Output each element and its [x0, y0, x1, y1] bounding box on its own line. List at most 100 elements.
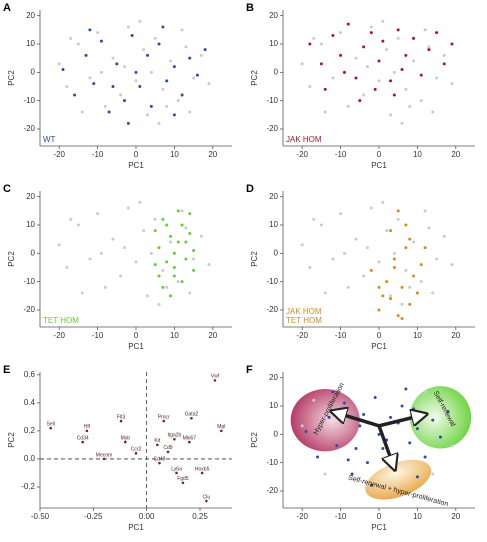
- point: [431, 418, 435, 422]
- point: [157, 246, 161, 250]
- point: [76, 223, 80, 227]
- point: [323, 472, 327, 476]
- point: [381, 200, 385, 204]
- point: [173, 437, 176, 441]
- point: [149, 104, 153, 108]
- x-tick-label: -10: [335, 331, 347, 340]
- point: [404, 387, 408, 391]
- legend-label: WT: [43, 135, 56, 144]
- y-tick-label: 20: [269, 11, 278, 20]
- x-tick-label: 0.25: [192, 512, 208, 521]
- point: [157, 302, 161, 306]
- x-tick-label: 10: [413, 331, 422, 340]
- y-tick-label: -20: [266, 124, 278, 133]
- y-tick-label: 0.6: [24, 370, 36, 379]
- point: [312, 36, 316, 40]
- point: [404, 268, 408, 272]
- point: [205, 499, 208, 503]
- point: [362, 45, 366, 49]
- point: [199, 53, 203, 57]
- point-label: Cd34: [77, 435, 89, 441]
- y-axis-label: PC2: [7, 432, 16, 448]
- x-tick-label: 10: [413, 150, 422, 159]
- y-tick-label: 20: [269, 192, 278, 201]
- legend-label: JAK HOM: [286, 135, 322, 144]
- point: [408, 302, 412, 306]
- point: [381, 39, 385, 43]
- point: [80, 110, 84, 114]
- point: [192, 76, 196, 80]
- point: [169, 234, 173, 238]
- x-tick-label: 20: [451, 331, 460, 340]
- point: [184, 45, 188, 49]
- point: [392, 266, 396, 269]
- point: [49, 426, 52, 430]
- point: [389, 229, 393, 233]
- point: [389, 79, 393, 83]
- y-tick-label: -10: [23, 96, 35, 105]
- point: [203, 48, 207, 52]
- point: [126, 121, 130, 125]
- point: [431, 110, 435, 114]
- point: [188, 110, 192, 114]
- x-tick-label: 0: [134, 331, 139, 340]
- x-tick-label: 10: [170, 331, 179, 340]
- point: [442, 234, 446, 238]
- point: [69, 217, 73, 221]
- y-axis-label: PC2: [7, 70, 16, 86]
- point: [423, 455, 427, 459]
- point: [373, 396, 377, 399]
- point-label: Ly6a: [171, 466, 182, 472]
- y-tick-label: -20: [266, 305, 278, 314]
- point: [392, 257, 396, 261]
- x-tick-label: -20: [296, 512, 308, 521]
- point: [331, 390, 335, 394]
- point: [423, 28, 427, 32]
- legend-label: TET HOM: [286, 316, 322, 325]
- point-label: Vwf: [211, 374, 220, 380]
- point: [111, 237, 115, 241]
- point: [184, 240, 188, 244]
- point: [335, 444, 339, 448]
- point: [57, 243, 61, 247]
- arrow: [378, 415, 425, 428]
- point: [122, 246, 126, 250]
- x-tick-label: 20: [208, 150, 217, 159]
- point: [146, 294, 150, 298]
- point: [323, 110, 327, 114]
- point: [188, 440, 191, 444]
- point: [312, 398, 316, 402]
- point: [165, 223, 169, 227]
- point: [99, 39, 103, 43]
- point: [165, 104, 169, 108]
- point: [377, 260, 381, 264]
- point: [300, 243, 304, 247]
- point: [415, 427, 419, 431]
- point: [111, 85, 115, 88]
- point: [76, 42, 80, 46]
- legend-label: TET HOM: [43, 316, 79, 325]
- point: [192, 268, 196, 272]
- point: [408, 237, 412, 241]
- panel-letter: D: [246, 183, 254, 195]
- point: [180, 93, 184, 97]
- arrow: [333, 412, 380, 428]
- y-tick-label: 0.2: [24, 426, 36, 435]
- point: [423, 209, 427, 213]
- point-label: Gata2: [185, 412, 199, 418]
- point: [404, 87, 408, 91]
- point: [427, 45, 431, 49]
- point: [346, 285, 350, 289]
- y-tick-label: 10: [269, 401, 278, 410]
- point: [157, 121, 161, 125]
- point: [172, 65, 176, 69]
- point: [102, 457, 106, 461]
- point: [308, 266, 312, 269]
- y-tick-label: -0.2: [21, 482, 35, 491]
- point: [408, 441, 412, 445]
- point: [358, 99, 362, 103]
- y-tick-label: -10: [266, 458, 278, 467]
- point: [181, 481, 185, 485]
- point: [162, 419, 166, 423]
- point: [381, 447, 385, 450]
